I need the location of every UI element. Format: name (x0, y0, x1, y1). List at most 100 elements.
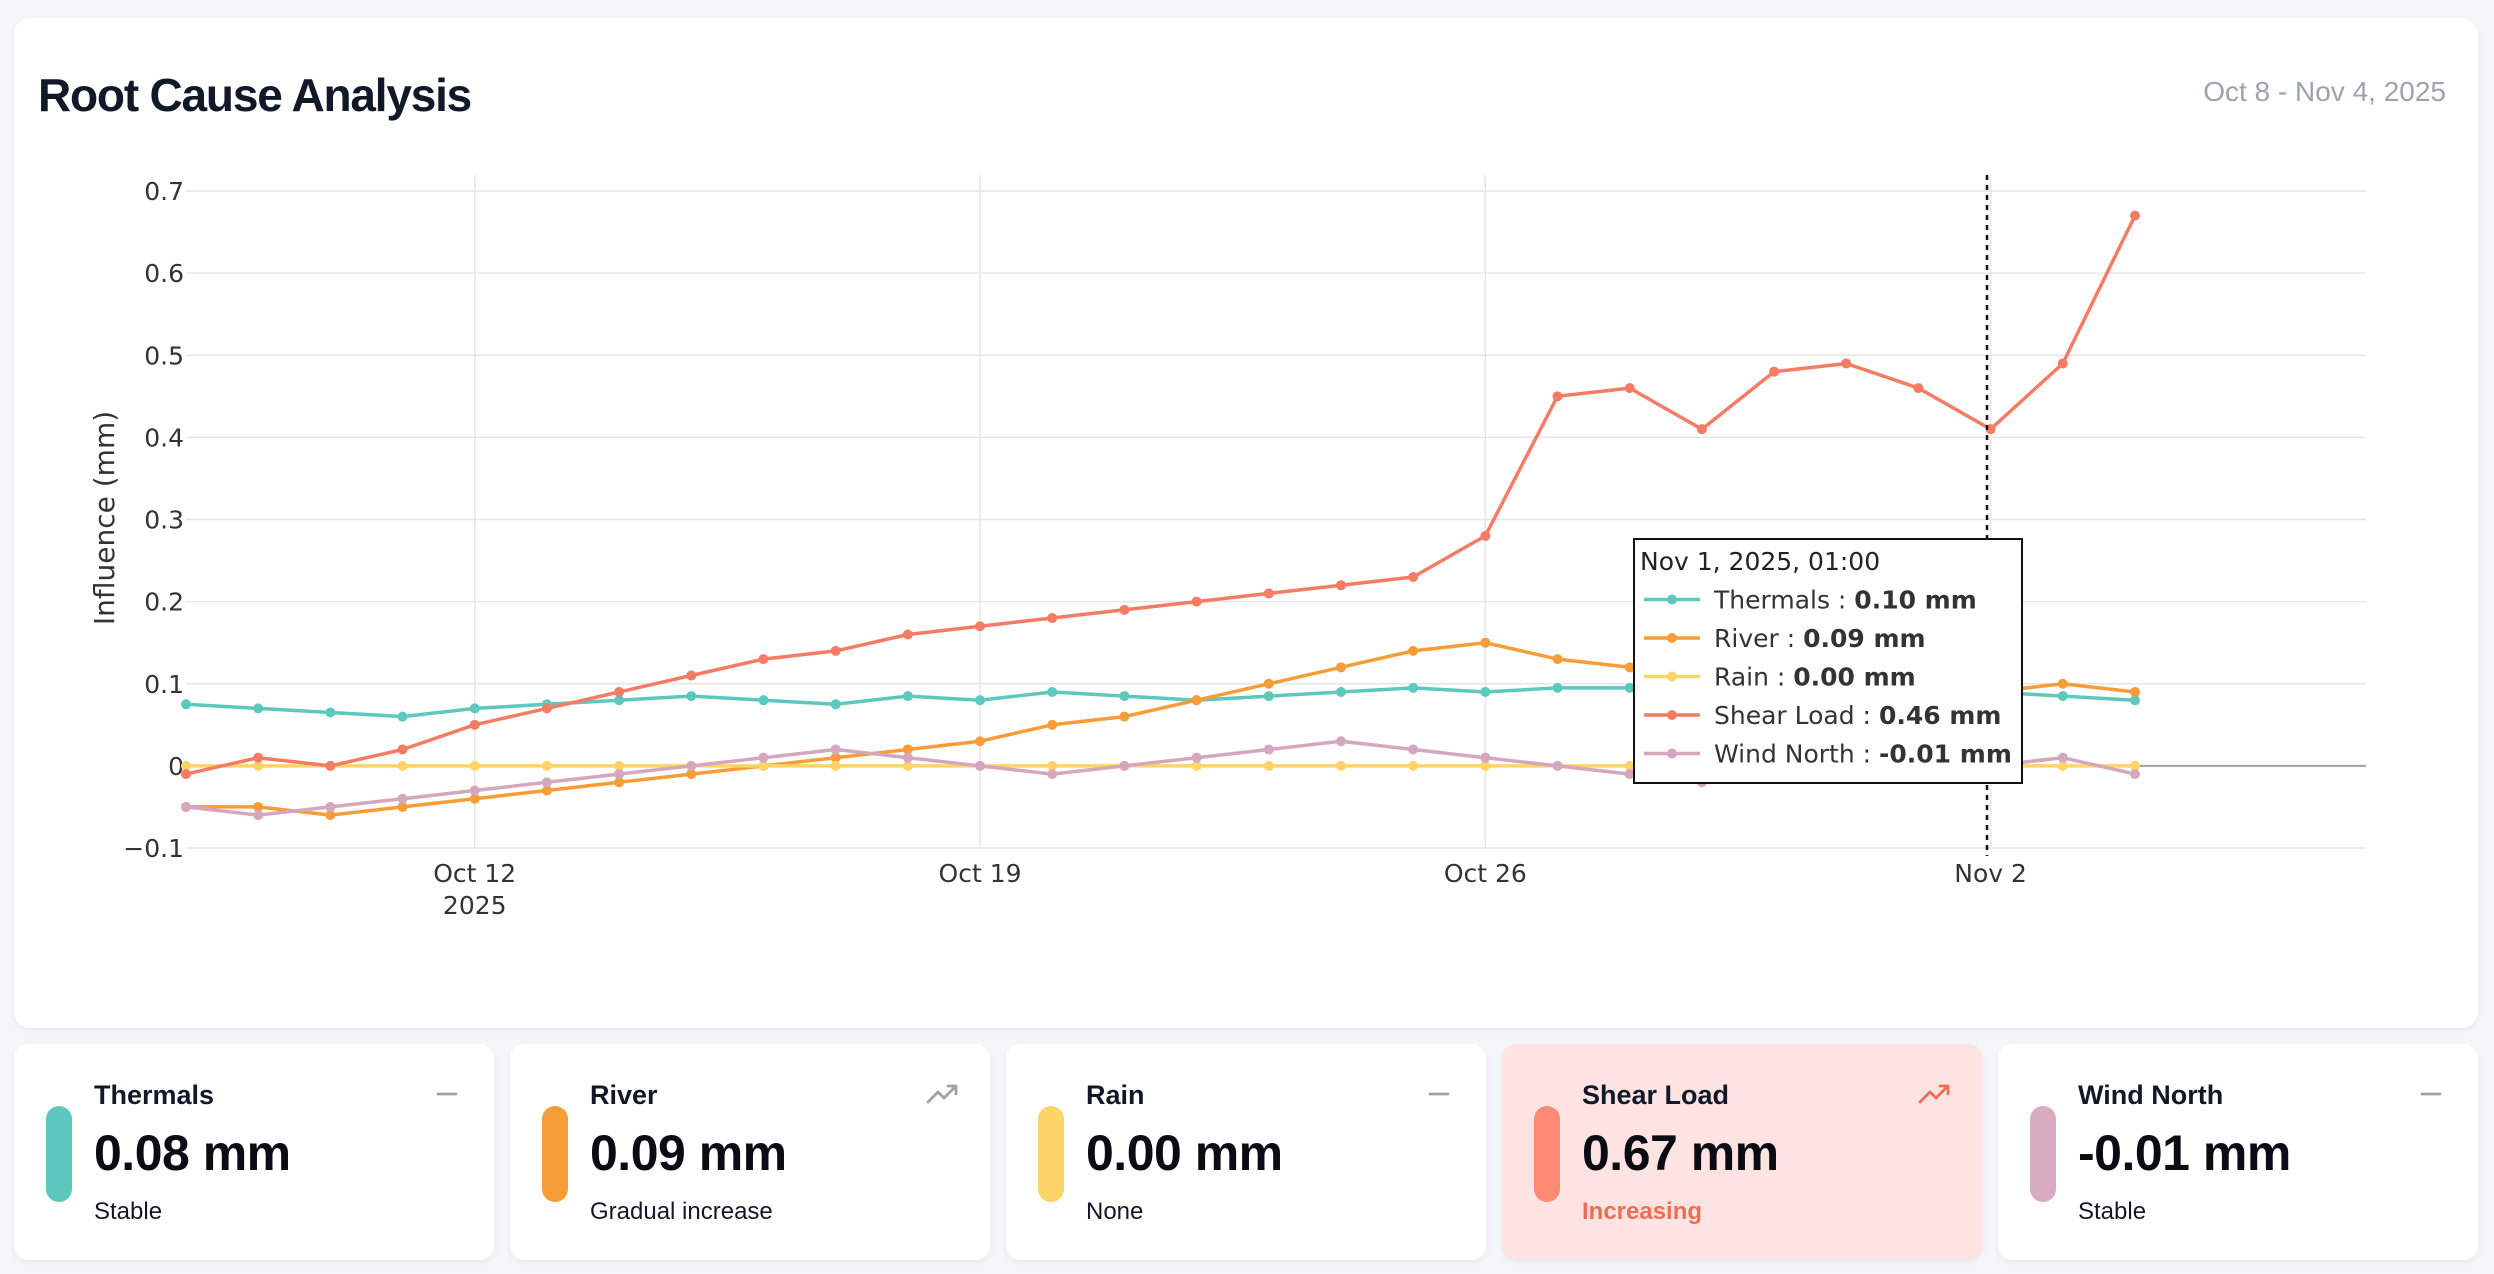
data-point (1047, 719, 1058, 730)
tile-status: Increasing (1582, 1198, 1703, 1225)
data-point (758, 695, 769, 706)
data-point (614, 686, 625, 697)
data-point (325, 760, 336, 771)
data-point (758, 654, 769, 665)
color-swatch (1038, 1106, 1064, 1202)
data-point (1408, 760, 1419, 771)
data-point (1913, 383, 1924, 394)
x-tick-label: Oct 19 (939, 859, 1022, 888)
data-point (975, 760, 986, 771)
x-tick-label: Oct 12 (433, 859, 516, 888)
data-point (902, 752, 913, 763)
color-swatch (1534, 1106, 1560, 1202)
data-point (902, 744, 913, 755)
data-point (2130, 210, 2141, 221)
page-title: Root Cause Analysis (38, 69, 472, 121)
data-point (2057, 752, 2068, 763)
data-point (1191, 752, 1202, 763)
data-point (1408, 682, 1419, 693)
data-point (397, 744, 408, 755)
tile-name: Shear Load (1582, 1080, 1730, 1110)
y-tick-label: 0.5 (144, 341, 184, 370)
data-point (469, 719, 480, 730)
trend-flat-icon (2420, 1092, 2442, 1096)
tile-thermals[interactable]: Thermals 0.08 mm Stable (14, 1044, 494, 1260)
data-point (1769, 366, 1780, 377)
data-point (1047, 760, 1058, 771)
tile-rain[interactable]: Rain 0.00 mm None (1006, 1044, 1486, 1260)
data-point (1263, 744, 1274, 755)
data-point (541, 777, 552, 788)
data-point (325, 810, 336, 821)
data-point (1119, 760, 1130, 771)
data-point (1552, 654, 1563, 665)
tile-status: None (1086, 1198, 1144, 1225)
data-point (2057, 678, 2068, 689)
data-point (1335, 736, 1346, 747)
data-point (830, 752, 841, 763)
date-range[interactable]: Oct 8 - Nov 4, 2025 (2203, 76, 2446, 107)
data-point (325, 707, 336, 718)
data-point (2130, 760, 2141, 771)
data-point (253, 801, 264, 812)
tooltip-title: Nov 1, 2025, 01:00 (1640, 547, 1880, 576)
data-point (902, 760, 913, 771)
data-point (830, 699, 841, 710)
data-point (758, 752, 769, 763)
tile-name: Thermals (94, 1080, 215, 1110)
data-point (1047, 769, 1058, 780)
trend-up-icon (926, 1084, 958, 1104)
data-point (1480, 530, 1491, 541)
color-swatch (46, 1106, 72, 1202)
tile-shear-load[interactable]: Shear Load 0.67 mm Increasing (1502, 1044, 1982, 1260)
data-point (758, 760, 769, 771)
data-point (2057, 691, 2068, 702)
data-point (541, 760, 552, 771)
y-tick-label: −0.1 (123, 834, 184, 863)
tile-status: Stable (2078, 1198, 2147, 1225)
data-point (469, 703, 480, 714)
data-point (1624, 769, 1635, 780)
data-point (397, 711, 408, 722)
tooltip-swatch-dot (1667, 633, 1677, 643)
data-point (1191, 596, 1202, 607)
data-point (1335, 662, 1346, 673)
data-point (686, 760, 697, 771)
data-point (2130, 695, 2141, 706)
data-point (397, 760, 408, 771)
data-point (1696, 424, 1707, 435)
tooltip-swatch-dot (1667, 594, 1677, 605)
data-point (1408, 744, 1419, 755)
tile-value: -0.01 mm (2078, 1125, 2291, 1181)
data-point (1119, 691, 1130, 702)
data-point (1263, 678, 1274, 689)
data-point (975, 621, 986, 632)
data-point (1552, 682, 1563, 693)
tooltip-row: Shear Load : 0.46 mm (1714, 701, 2001, 730)
data-point (469, 785, 480, 796)
data-point (1624, 383, 1635, 394)
data-point (1480, 686, 1491, 697)
data-point (686, 691, 697, 702)
y-tick-label: 0.3 (144, 506, 184, 535)
tile-value: 0.09 mm (590, 1125, 787, 1181)
tile-wind-north[interactable]: Wind North -0.01 mm Stable (1998, 1044, 2478, 1260)
data-point (975, 736, 986, 747)
y-tick-label: 0.1 (144, 670, 184, 699)
data-point (830, 645, 841, 656)
data-point (1191, 695, 1202, 706)
data-point (253, 752, 264, 763)
tile-river[interactable]: River 0.09 mm Gradual increase (510, 1044, 990, 1260)
tile-name: Wind North (2078, 1080, 2224, 1110)
data-point (830, 760, 841, 771)
data-point (253, 810, 264, 821)
line-chart: 0.7 0.6 0.5 0.4 0.3 0.2 0.1 0 −0.1 Oct 12 2025 Oct … (88, 175, 2366, 920)
trend-up-icon (1918, 1084, 1950, 1104)
data-point (325, 801, 336, 812)
data-point (1480, 752, 1491, 763)
y-tick-label: 0.2 (144, 588, 184, 617)
x-tick-sublabel: 2025 (443, 891, 507, 920)
tooltip-swatch-dot (1667, 748, 1677, 759)
tooltip: Nov 1, 2025, 01:00 Thermals : 0.10 mm Rive… (1633, 538, 2023, 784)
data-point (614, 695, 625, 706)
